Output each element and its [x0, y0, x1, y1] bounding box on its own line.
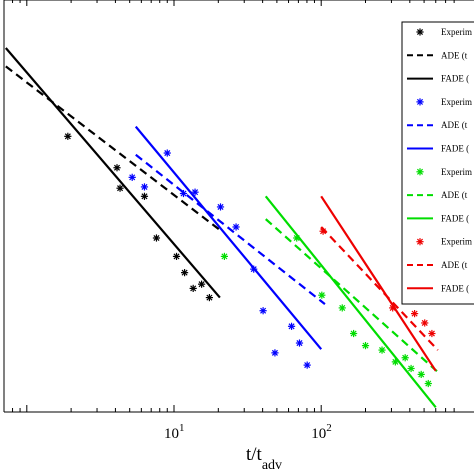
experimental-point [349, 329, 358, 338]
experimental-point [303, 361, 311, 369]
ade-fit-line [135, 153, 326, 306]
fade-fit-line [4, 47, 221, 299]
experimental-point [421, 319, 429, 327]
legend-label: Experim [441, 167, 472, 177]
experimental-point [428, 329, 436, 338]
x-tick-label-base: 10 [311, 426, 326, 442]
legend-label: FADE ( [441, 144, 469, 154]
series-0 [4, 47, 223, 302]
experimental-point [64, 132, 72, 140]
legend-label: FADE ( [441, 74, 469, 84]
legend-marker [416, 28, 424, 36]
legend-entry: Experim [416, 97, 472, 107]
ade-fit-line [320, 226, 439, 351]
experimental-point [338, 304, 346, 312]
experimental-point [271, 349, 279, 357]
experimental-point [163, 149, 171, 157]
experimental-point [361, 342, 370, 350]
legend-marker [416, 98, 424, 106]
legend-entry: Experim [416, 27, 472, 37]
x-axis-ticks [3, 0, 455, 412]
experimental-point [180, 269, 189, 277]
x-tick-label-exponent: 2 [326, 422, 332, 434]
x-tick-label-exponent: 1 [179, 422, 185, 434]
experimental-point [318, 291, 326, 299]
experimental-point [410, 310, 419, 318]
legend-entry: ADE (t [407, 190, 468, 200]
series-layer [4, 47, 439, 408]
legend-entry: ADE (t [407, 50, 468, 60]
experimental-point [295, 339, 304, 347]
experimental-point [250, 265, 258, 273]
legend-entry: FADE ( [407, 74, 469, 84]
legend-marker [416, 168, 424, 176]
legend-entry: FADE ( [407, 213, 469, 223]
legend-label: ADE (t [441, 50, 468, 60]
experimental-point [401, 354, 409, 362]
legend-label: ADE (t [441, 190, 468, 200]
legend-label: ADE (t [441, 260, 468, 270]
fade-fit-line [264, 195, 437, 408]
legend-label: Experim [441, 237, 472, 247]
experimental-point [172, 252, 181, 261]
experimental-point [417, 370, 425, 379]
legend-entry: ADE (t [407, 260, 468, 270]
experimental-point [424, 379, 432, 388]
series-1 [128, 125, 326, 369]
experimental-point [189, 284, 197, 293]
x-axis-label-sub: adv [262, 458, 282, 473]
legend-entry: Experim [416, 167, 472, 177]
legend-label: FADE ( [441, 283, 469, 293]
legend-label: ADE (t [441, 120, 468, 130]
experimental-point [205, 293, 214, 302]
x-tick-label: 102 [311, 422, 332, 442]
legend-label: FADE ( [441, 213, 469, 223]
plot-frame [3, 0, 474, 413]
experimental-point [407, 364, 415, 373]
experimental-point [389, 304, 397, 312]
experimental-point [152, 234, 161, 242]
experimental-point [391, 358, 399, 366]
experimental-point [232, 223, 240, 231]
legend-label: Experim [441, 27, 472, 37]
experimental-point [220, 252, 229, 261]
experimental-point [116, 184, 124, 192]
x-axis-label: t/tadv [246, 444, 282, 473]
experimental-point [378, 346, 386, 354]
experimental-point [140, 183, 149, 191]
x-tick-label-base: 10 [164, 426, 179, 442]
experimental-point [293, 234, 301, 242]
experimental-point [113, 164, 121, 172]
experimental-point [191, 188, 199, 196]
fade-fit-line [320, 195, 437, 372]
ade-fit-line [5, 65, 223, 233]
legend-entry: FADE ( [407, 283, 469, 293]
series-3 [319, 195, 439, 372]
experimental-point [179, 189, 188, 198]
experimental-point [259, 307, 267, 315]
legend-label: Experim [441, 97, 472, 107]
experimental-point [319, 227, 327, 235]
legend-entry: Experim [416, 237, 472, 247]
legend: Experim ADE (t FADE ( Experim ADE (t FADE ( Ex… [401, 21, 474, 305]
legend-marker [416, 238, 424, 246]
experimental-point [198, 280, 206, 288]
legend-box [401, 21, 474, 305]
legend-entry: FADE ( [407, 144, 469, 154]
experimental-point [287, 322, 296, 330]
legend-entry: ADE (t [407, 120, 468, 130]
x-axis-label-main: t/t [246, 444, 263, 465]
experimental-point [140, 192, 149, 200]
x-tick-labels: 101 102 [164, 422, 332, 442]
series-2 [220, 195, 439, 408]
experimental-point [216, 203, 225, 211]
x-tick-label: 101 [164, 422, 185, 442]
experimental-point [128, 173, 136, 181]
fade-fit-line [134, 125, 323, 350]
